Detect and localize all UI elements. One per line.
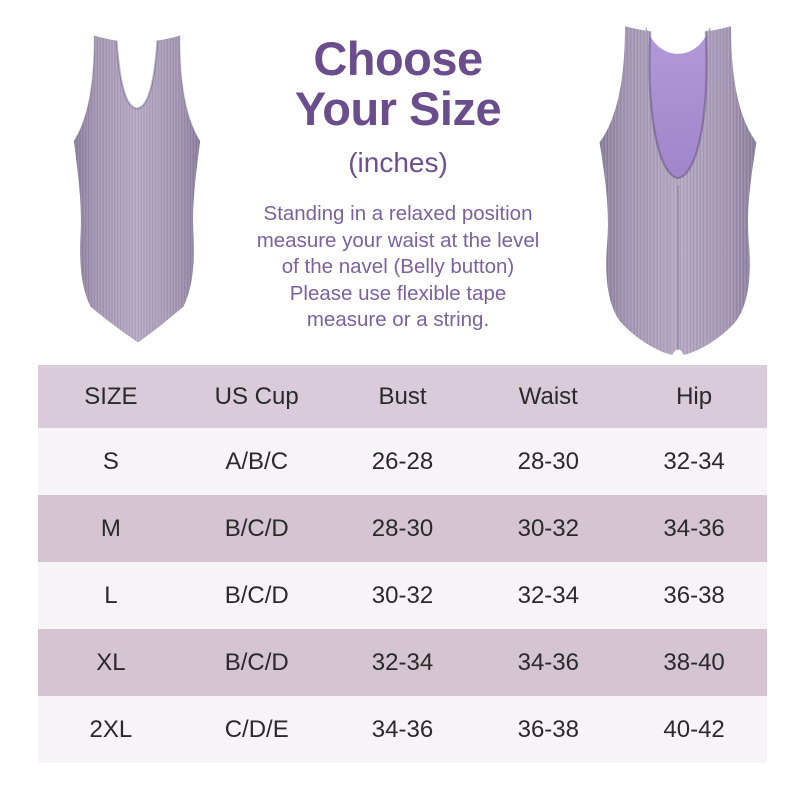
- instruction-line: of the navel (Belly button): [281, 255, 515, 278]
- table-cell: 32-34: [663, 447, 725, 475]
- table-cell: 34-36: [371, 715, 434, 743]
- back-opening-edge: [648, 31, 708, 180]
- instruction-line: Standing in a relaxed position: [263, 202, 533, 225]
- instruction-line: measure or a string.: [306, 308, 490, 331]
- table-header-cell: Hip: [676, 382, 713, 410]
- swimsuit-front-image: [73, 35, 201, 343]
- table-row-s: S A/B/C 26-28 28-30 32-34: [38, 428, 767, 495]
- front-armhole-left-edge: [73, 35, 96, 142]
- table-cell: 34-36: [517, 648, 579, 676]
- table-row-l: L B/C/D 30-32 32-34 36-38: [38, 562, 767, 629]
- table-cell: 34-36: [663, 514, 725, 542]
- title-block: Choose Your Size (inches): [228, 34, 568, 179]
- table-cell: 40-42: [663, 715, 725, 743]
- back-suit-rib-texture: [599, 26, 757, 355]
- table-header-cell: Waist: [518, 382, 578, 410]
- table-header-cell: SIZE: [84, 382, 138, 410]
- table-row-m: M B/C/D 28-30 30-32 34-36: [38, 495, 767, 562]
- table-cell: 38-40: [663, 648, 725, 676]
- table-cell: L: [104, 581, 118, 609]
- table-cell: B/C/D: [224, 648, 289, 676]
- table-cell: B/C/D: [224, 514, 289, 542]
- page-title-line-2: Your Size: [294, 82, 502, 135]
- table-cell: 28-30: [517, 447, 579, 475]
- table-cell: 28-30: [371, 514, 434, 542]
- table-cell: XL: [96, 648, 126, 676]
- front-suit-rib-texture: [73, 35, 201, 343]
- table-cell: 2XL: [89, 715, 133, 743]
- table-cell: 32-34: [517, 581, 579, 609]
- table-cell: 30-32: [371, 581, 434, 609]
- table-cell: M: [100, 514, 121, 542]
- swimsuit-back-image: [599, 26, 757, 355]
- table-header-cell: Bust: [378, 382, 427, 410]
- front-neckline-edge: [115, 40, 159, 110]
- front-armhole-right-edge: [178, 35, 201, 142]
- table-cell: S: [102, 447, 119, 475]
- page-title-line-1: Choose: [313, 32, 483, 85]
- table-cell: A/B/C: [225, 447, 289, 475]
- instruction-line: Please use flexible tape: [289, 281, 507, 305]
- table-header-row: SIZE US Cup Bust Waist Hip: [38, 365, 767, 428]
- unit-note: (inches): [348, 147, 448, 178]
- table-cell: 36-38: [663, 581, 725, 609]
- back-opening-lining: [644, 26, 712, 186]
- table-cell: B/C/D: [224, 581, 289, 609]
- measurement-instructions: Standing in a relaxed position measure y…: [222, 201, 574, 334]
- table-row-xl: XL B/C/D 32-34 34-36 38-40: [38, 629, 767, 696]
- table-cell: 26-28: [371, 447, 434, 475]
- table-cell: 30-32: [517, 514, 579, 542]
- table-cell: 36-38: [517, 715, 579, 743]
- table-cell: C/D/E: [224, 715, 289, 743]
- table-cell: 32-34: [371, 648, 434, 676]
- instruction-line: measure your waist at the level: [256, 228, 540, 252]
- table-header-cell: US Cup: [214, 382, 299, 410]
- size-chart-table: SIZE US Cup Bust Waist Hip S A/B/C 26-28…: [38, 365, 767, 763]
- table-row-2xl: 2XL C/D/E 34-36 36-38 40-42: [38, 696, 767, 763]
